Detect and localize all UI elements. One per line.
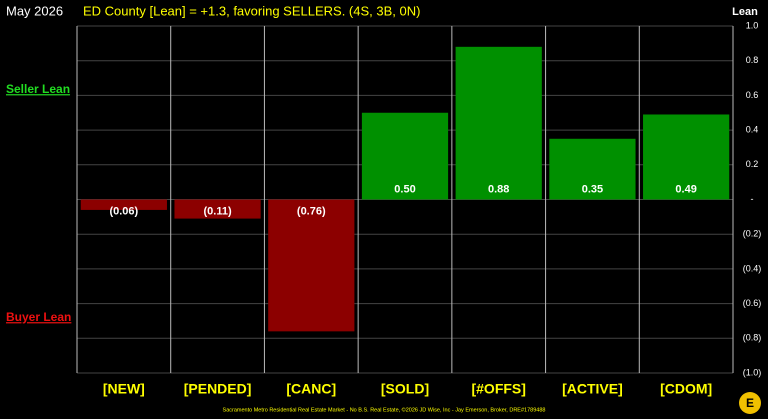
bar [80,199,167,210]
seller-lean: Seller Lean [6,82,70,96]
x-tick-label: [SOLD] [381,381,429,397]
x-tick-label: [#OFFS] [471,381,525,397]
footer: Sacramento Metro Residential Real Estate… [223,406,546,413]
value-label: 0.35 [582,183,603,195]
x-tick-label: [PENDED] [184,381,252,397]
chart-title: ED County [Lean] = +1.3, favoring SELLER… [83,3,420,18]
value-label: 0.50 [394,183,415,195]
y-tick-label: 1.0 [746,20,759,30]
x-tick-label: [CDOM] [660,381,712,397]
x-tick-label: [ACTIVE] [562,381,623,397]
x-tick-label: [NEW] [103,381,145,397]
bar [455,46,542,200]
value-label: (0.11) [204,205,232,217]
bar [643,114,730,200]
y-tick-label: 0.4 [746,124,759,134]
value-label: (0.76) [297,205,326,217]
value-label: 0.49 [675,183,696,195]
value-label: (0.06) [109,205,138,217]
y-tick-label: (0.2) [743,229,762,239]
y-tick-label: 0.8 [746,55,759,65]
bar [268,199,355,332]
buyer-lean: Buyer Lean [6,310,71,324]
y-tick-label: (1.0) [743,367,762,377]
x-tick-label: [CANC] [286,381,336,397]
y-tick-label: (0.8) [743,333,762,343]
y-tick-label: 0.2 [746,159,759,169]
y-axis-label: Lean [732,6,758,18]
bar [174,199,261,219]
y-tick-label: - [751,194,754,204]
logo: E [739,392,761,414]
y-tick-label: (0.4) [743,263,762,273]
value-label: 0.88 [488,183,509,195]
svg-text:E: E [746,396,754,410]
y-tick-label: (0.6) [743,298,762,308]
date: May 2026 [6,3,63,18]
bar [549,138,636,200]
bar [361,112,449,200]
y-tick-label: 0.6 [746,90,759,100]
